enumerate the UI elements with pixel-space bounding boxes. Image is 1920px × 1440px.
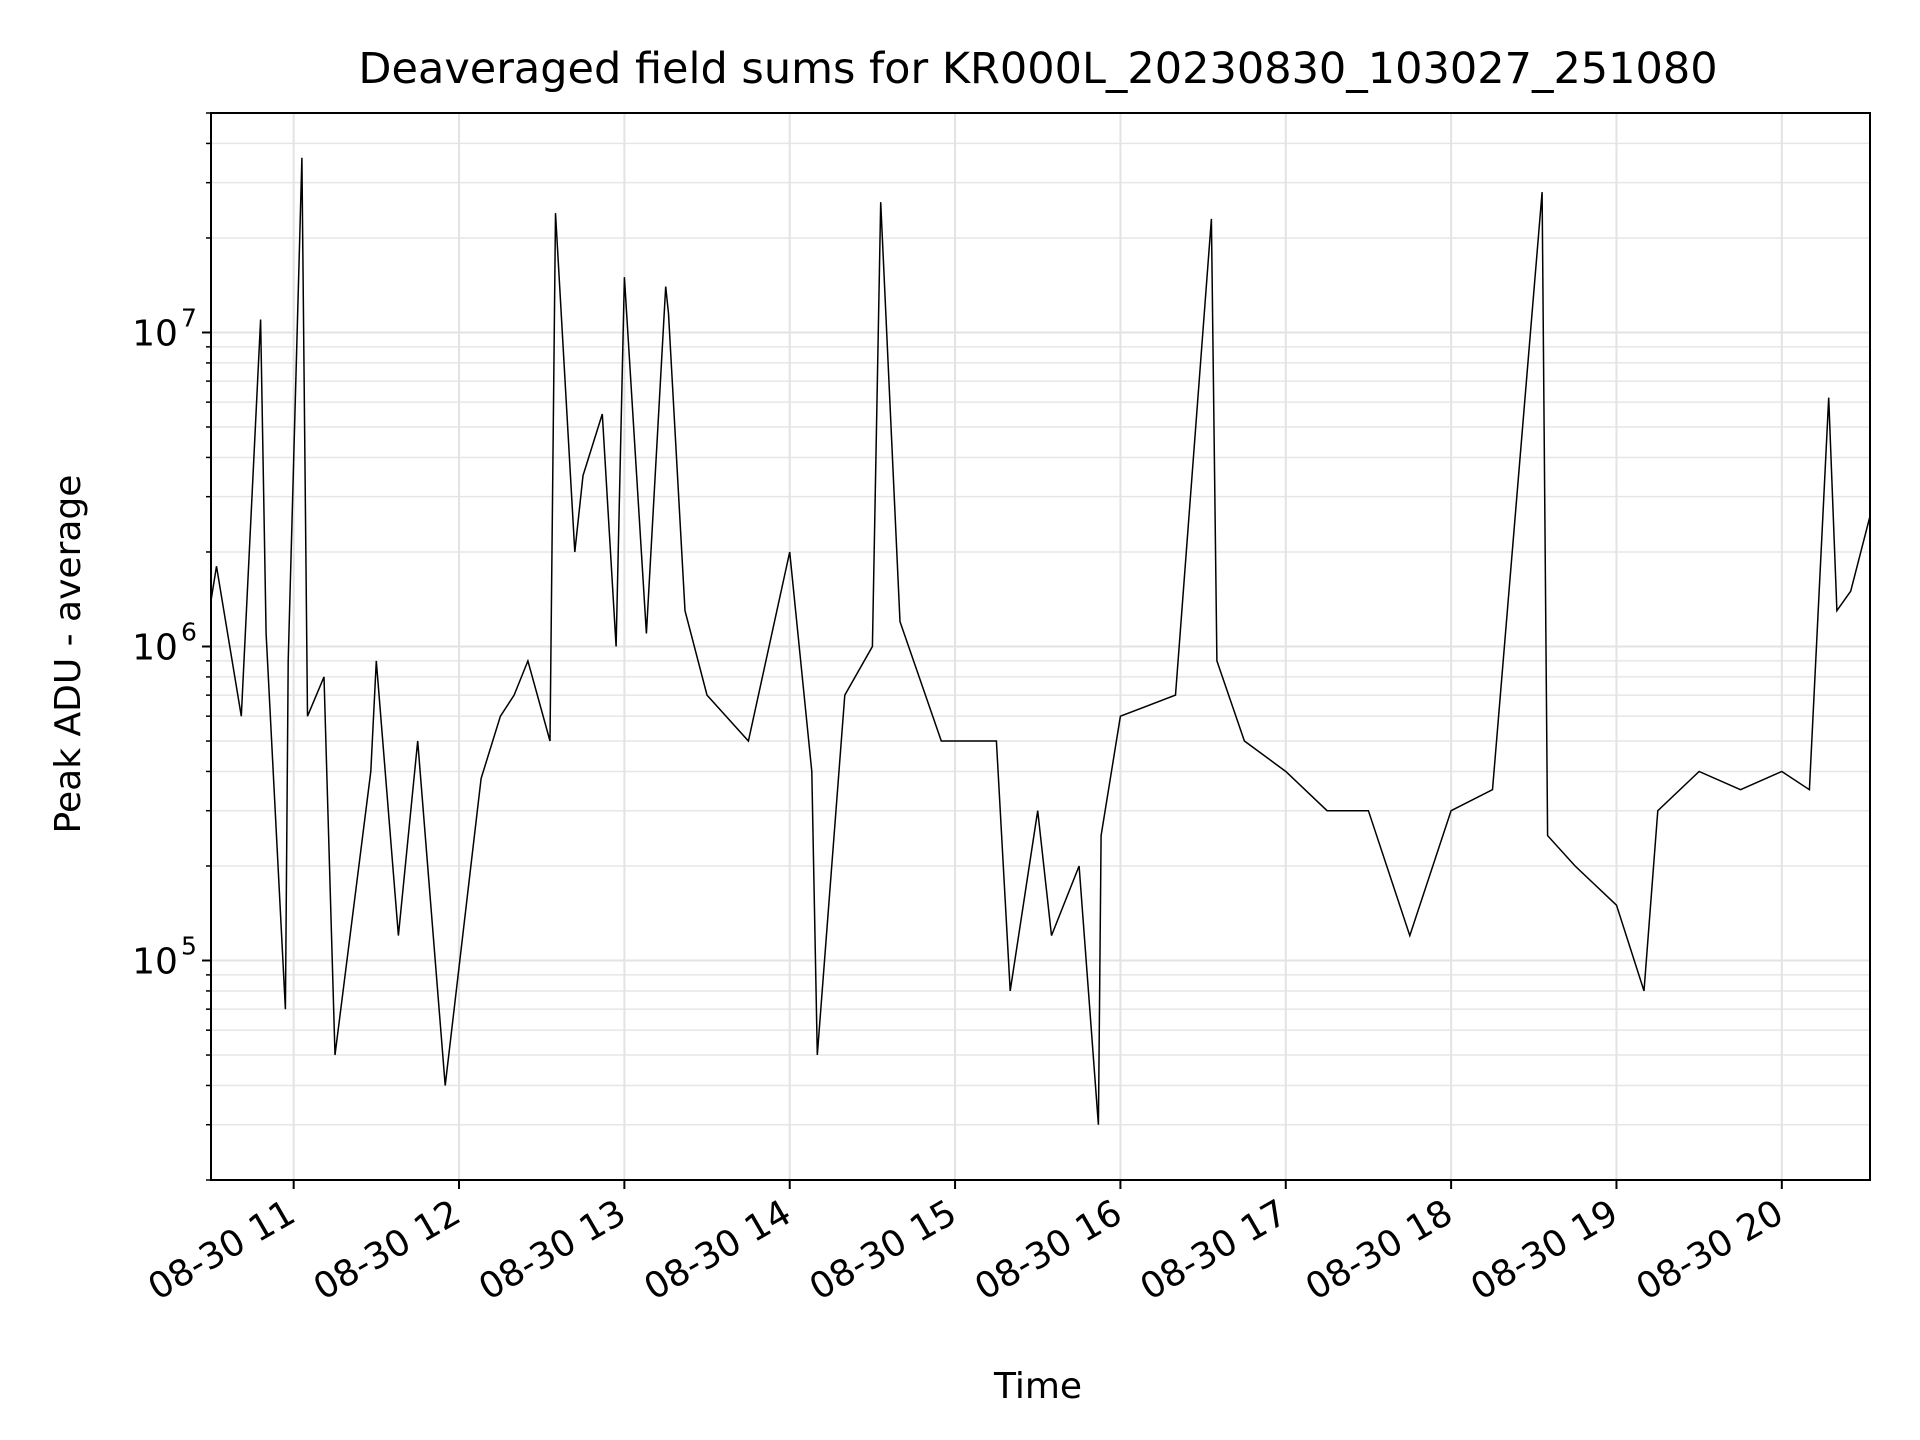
data-series <box>210 157 1871 1125</box>
grid <box>211 112 1870 1181</box>
y-tick-label: 10 <box>132 628 178 669</box>
series-line <box>210 157 1871 1125</box>
y-tick-exponent: 7 <box>181 303 197 332</box>
y-axis-label: Peak ADU - average <box>48 475 89 834</box>
y-tick-exponent: 6 <box>181 618 197 647</box>
y-tick-label: 10 <box>132 942 178 983</box>
chart-title: Deaveraged field sums for KR000L_2023083… <box>358 44 1717 94</box>
y-tick-exponent: 5 <box>181 932 197 961</box>
x-axis-label: Time <box>993 1366 1082 1407</box>
y-tick-label: 10 <box>132 313 178 354</box>
